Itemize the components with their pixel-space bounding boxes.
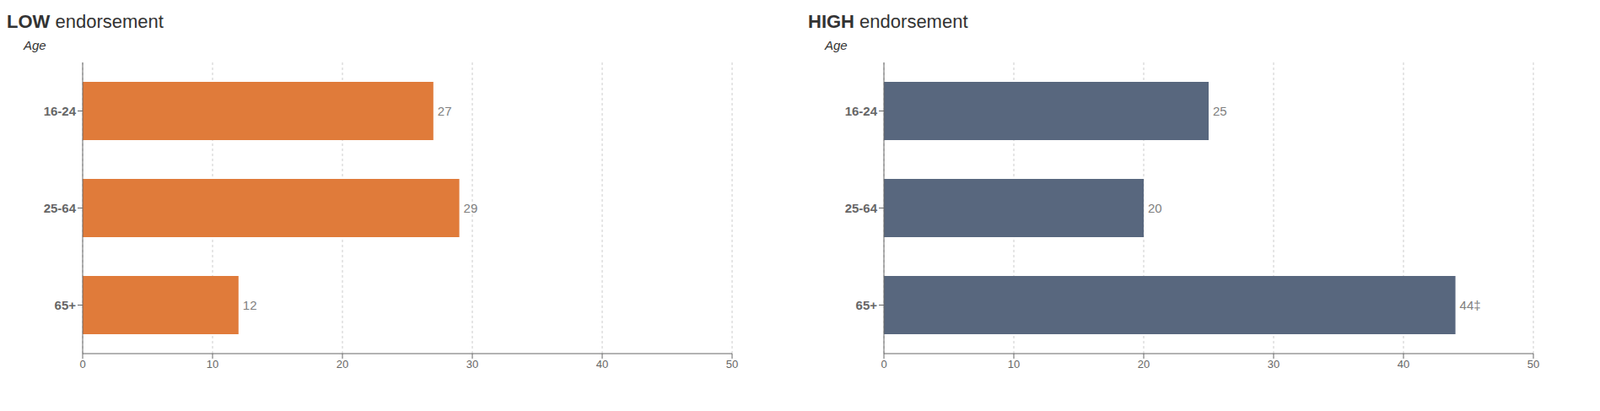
svg-text:20: 20 bbox=[1137, 357, 1150, 371]
html-text:Age: Age bbox=[23, 37, 47, 53]
svg-text:25-64: 25-64 bbox=[43, 200, 77, 216]
svg-text:12: 12 bbox=[242, 297, 258, 313]
svg-text:20: 20 bbox=[336, 357, 349, 371]
svg-text:30: 30 bbox=[1267, 357, 1280, 371]
svg-text:20: 20 bbox=[1147, 200, 1163, 216]
svg-text:0: 0 bbox=[880, 357, 887, 371]
svg-text:16-24: 16-24 bbox=[845, 103, 879, 119]
svg-text:27: 27 bbox=[437, 103, 453, 119]
svg-text:10: 10 bbox=[1007, 357, 1020, 371]
svg-text:40: 40 bbox=[596, 357, 609, 371]
svg-text:25: 25 bbox=[1212, 103, 1228, 119]
svg-text:10: 10 bbox=[206, 357, 219, 371]
html-text:LOW endorsement: LOW endorsement bbox=[6, 10, 164, 33]
svg-text:40: 40 bbox=[1397, 357, 1410, 371]
svg-text:30: 30 bbox=[466, 357, 479, 371]
svg-text:0: 0 bbox=[79, 357, 86, 371]
svg-text:25-64: 25-64 bbox=[845, 200, 879, 216]
svg-text:65+: 65+ bbox=[856, 297, 879, 313]
svg-text:50: 50 bbox=[726, 357, 739, 371]
svg-text:50: 50 bbox=[1527, 357, 1540, 371]
svg-text:16-24: 16-24 bbox=[43, 103, 77, 119]
svg-text:65+: 65+ bbox=[54, 297, 77, 313]
html-text:Age: Age bbox=[824, 37, 848, 53]
html-text:HIGH endorsement: HIGH endorsement bbox=[808, 10, 968, 33]
svg-text:44‡: 44‡ bbox=[1459, 297, 1482, 313]
svg-text:29: 29 bbox=[463, 200, 479, 216]
